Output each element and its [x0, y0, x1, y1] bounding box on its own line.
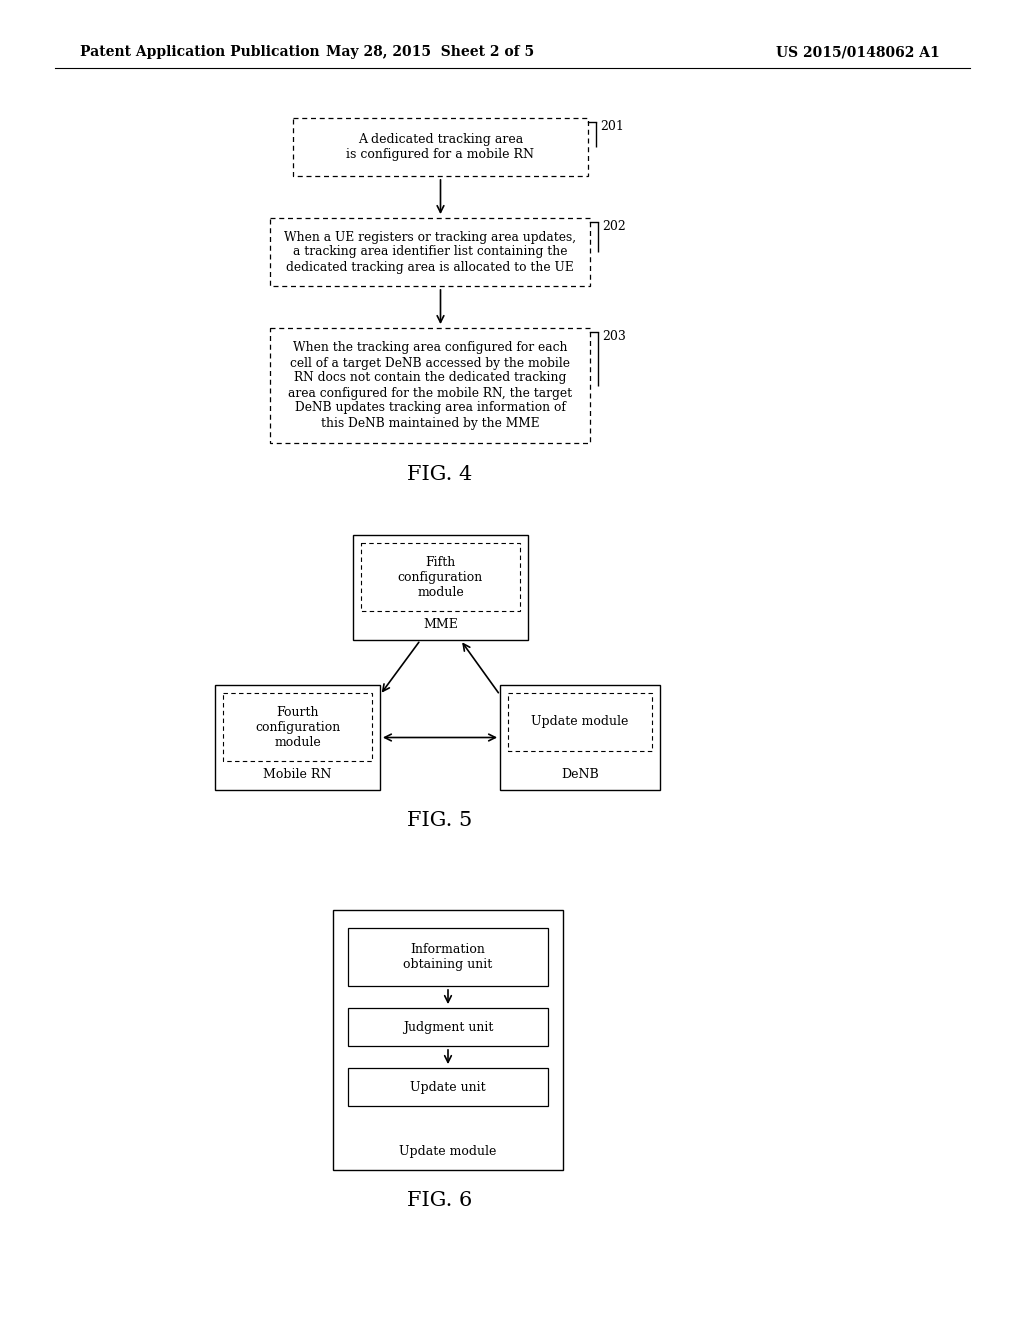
Text: DeNB: DeNB [561, 768, 599, 781]
Text: May 28, 2015  Sheet 2 of 5: May 28, 2015 Sheet 2 of 5 [326, 45, 535, 59]
Bar [293, 117, 588, 176]
Text: When the tracking area configured for each
cell of a target DeNB accessed by the: When the tracking area configured for ea… [288, 342, 572, 429]
Text: Patent Application Publication: Patent Application Publication [80, 45, 319, 59]
Text: Fourth
configuration
module: Fourth configuration module [255, 705, 340, 748]
Bar [500, 685, 660, 789]
Bar [333, 909, 563, 1170]
Bar [270, 327, 590, 444]
Text: Update module: Update module [399, 1146, 497, 1159]
Text: Fifth
configuration
module: Fifth configuration module [398, 556, 483, 598]
Text: Update unit: Update unit [411, 1081, 485, 1093]
Bar [215, 685, 380, 789]
Text: Information
obtaining unit: Information obtaining unit [403, 942, 493, 972]
Text: 202: 202 [602, 220, 626, 234]
Text: When a UE registers or tracking area updates,
a tracking area identifier list co: When a UE registers or tracking area upd… [284, 231, 577, 273]
Text: FIG. 4: FIG. 4 [408, 466, 473, 484]
Text: US 2015/0148062 A1: US 2015/0148062 A1 [776, 45, 940, 59]
Text: MME: MME [423, 619, 458, 631]
Bar [348, 928, 548, 986]
Bar [353, 535, 528, 640]
Bar [361, 543, 520, 611]
Bar [223, 693, 372, 762]
Text: FIG. 6: FIG. 6 [408, 1191, 473, 1209]
Text: 203: 203 [602, 330, 626, 343]
Text: Judgment unit: Judgment unit [402, 1020, 494, 1034]
Text: Update module: Update module [531, 715, 629, 729]
Text: A dedicated tracking area
is configured for a mobile RN: A dedicated tracking area is configured … [346, 133, 535, 161]
Text: FIG. 5: FIG. 5 [408, 810, 473, 829]
Text: 201: 201 [600, 120, 624, 133]
Bar [270, 218, 590, 286]
Text: Mobile RN: Mobile RN [263, 768, 332, 781]
Bar [348, 1008, 548, 1045]
Bar [508, 693, 652, 751]
Bar [348, 1068, 548, 1106]
